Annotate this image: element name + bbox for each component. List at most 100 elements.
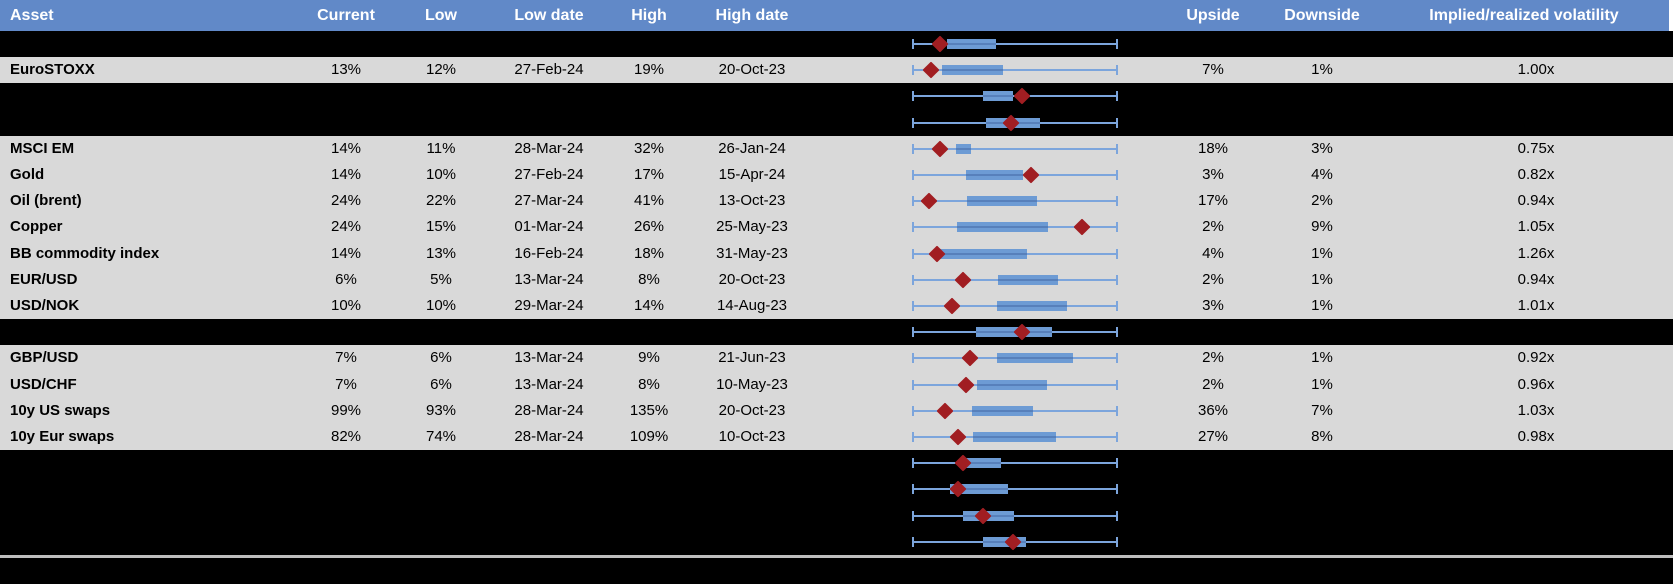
cell-upside[interactable]: 27% xyxy=(1197,428,1229,445)
cell-low[interactable]: 12% xyxy=(425,61,457,79)
cell-low[interactable]: 93% xyxy=(425,401,457,419)
cell-upside[interactable]: 2% xyxy=(1202,270,1224,288)
cell-downside[interactable]: 8% xyxy=(1311,428,1333,445)
cell-asset[interactable]: Oil (brent) xyxy=(10,192,82,210)
cell-high-date[interactable]: 14-Aug-23 xyxy=(716,297,788,314)
cell-high[interactable]: 26% xyxy=(633,218,665,236)
cell-low[interactable]: 10% xyxy=(425,166,457,183)
cell-asset[interactable]: USD/CHF xyxy=(10,375,77,393)
cell-current[interactable]: 13% xyxy=(330,61,362,79)
cell-low[interactable]: 5% xyxy=(430,270,452,288)
cell-low[interactable]: 15% xyxy=(425,218,457,236)
cell-current[interactable]: 82% xyxy=(330,428,362,445)
column-header-high[interactable]: High xyxy=(631,7,667,24)
cell-implied[interactable]: 1.05x xyxy=(1517,218,1555,236)
cell-low-date[interactable]: 29-Mar-24 xyxy=(514,297,584,314)
cell-current[interactable]: 10% xyxy=(330,297,362,314)
cell-implied[interactable]: 1.01x xyxy=(1517,297,1555,314)
cell-current[interactable]: 14% xyxy=(330,139,362,157)
cell-upside[interactable]: 2% xyxy=(1202,349,1224,367)
cell-high[interactable]: 19% xyxy=(633,61,665,79)
cell-high-date[interactable]: 10-Oct-23 xyxy=(718,428,786,445)
cell-asset[interactable]: GBP/USD xyxy=(10,349,79,367)
cell-downside[interactable]: 1% xyxy=(1311,297,1333,314)
cell-downside[interactable]: 9% xyxy=(1311,218,1333,236)
cell-asset[interactable]: 10y Eur swaps xyxy=(10,428,115,445)
cell-low-date[interactable]: 28-Mar-24 xyxy=(514,428,584,445)
cell-low[interactable]: 74% xyxy=(425,428,457,445)
cell-upside[interactable]: 3% xyxy=(1202,297,1224,314)
cell-downside[interactable]: 1% xyxy=(1311,375,1333,393)
cell-downside[interactable]: 1% xyxy=(1311,270,1333,288)
cell-low-date[interactable]: 28-Mar-24 xyxy=(514,139,584,157)
cell-downside[interactable]: 1% xyxy=(1311,244,1333,262)
cell-high[interactable]: 41% xyxy=(633,192,665,210)
column-header-downside[interactable]: Downside xyxy=(1284,7,1360,24)
cell-high-date[interactable]: 15-Apr-24 xyxy=(718,166,786,183)
cell-current[interactable]: 14% xyxy=(330,166,362,183)
cell-implied[interactable]: 0.94x xyxy=(1517,270,1555,288)
cell-asset[interactable]: MSCI EM xyxy=(10,139,75,157)
cell-high[interactable]: 8% xyxy=(638,270,660,288)
column-header-implied-realized-volatility[interactable]: Implied/realized volatility xyxy=(1429,7,1619,24)
cell-current[interactable]: 7% xyxy=(335,375,357,393)
cell-low[interactable]: 6% xyxy=(430,349,452,367)
cell-upside[interactable]: 4% xyxy=(1202,244,1224,262)
cell-high[interactable]: 32% xyxy=(633,139,665,157)
cell-asset[interactable]: EuroSTOXX xyxy=(10,61,95,79)
cell-low-date[interactable]: 27-Feb-24 xyxy=(514,166,584,183)
cell-upside[interactable]: 2% xyxy=(1202,218,1224,236)
cell-downside[interactable]: 2% xyxy=(1311,192,1333,210)
cell-low-date[interactable]: 28-Mar-24 xyxy=(514,401,584,419)
cell-high-date[interactable]: 26-Jan-24 xyxy=(718,139,786,157)
cell-current[interactable]: 24% xyxy=(330,192,362,210)
cell-high[interactable]: 18% xyxy=(633,244,665,262)
cell-upside[interactable]: 36% xyxy=(1197,401,1229,419)
cell-low-date[interactable]: 01-Mar-24 xyxy=(514,218,584,236)
cell-implied[interactable]: 0.96x xyxy=(1517,375,1555,393)
cell-low-date[interactable]: 27-Feb-24 xyxy=(514,61,584,79)
cell-high-date[interactable]: 20-Oct-23 xyxy=(718,401,786,419)
cell-upside[interactable]: 17% xyxy=(1197,192,1229,210)
column-header-upside[interactable]: Upside xyxy=(1186,7,1240,24)
column-header-current[interactable]: Current xyxy=(317,7,375,24)
cell-high[interactable]: 17% xyxy=(633,166,665,183)
cell-low[interactable]: 6% xyxy=(430,375,452,393)
cell-implied[interactable]: 0.75x xyxy=(1517,139,1555,157)
cell-downside[interactable]: 7% xyxy=(1311,401,1333,419)
cell-low-date[interactable]: 13-Mar-24 xyxy=(514,375,584,393)
cell-asset[interactable]: Gold xyxy=(10,166,45,183)
cell-current[interactable]: 24% xyxy=(330,218,362,236)
cell-asset[interactable]: USD/NOK xyxy=(10,297,80,314)
cell-high[interactable]: 9% xyxy=(638,349,660,367)
cell-low-date[interactable]: 27-Mar-24 xyxy=(514,192,584,210)
cell-upside[interactable]: 3% xyxy=(1202,166,1224,183)
cell-high[interactable]: 14% xyxy=(633,297,665,314)
cell-high-date[interactable]: 21-Jun-23 xyxy=(718,349,786,367)
cell-downside[interactable]: 1% xyxy=(1311,349,1333,367)
cell-implied[interactable]: 1.00x xyxy=(1517,61,1555,79)
cell-downside[interactable]: 1% xyxy=(1311,61,1333,79)
cell-high-date[interactable]: 25-May-23 xyxy=(716,218,788,236)
cell-implied[interactable]: 0.92x xyxy=(1517,349,1555,367)
cell-current[interactable]: 7% xyxy=(335,349,357,367)
cell-implied[interactable]: 1.26x xyxy=(1517,244,1555,262)
cell-implied[interactable]: 1.03x xyxy=(1517,401,1555,419)
cell-downside[interactable]: 3% xyxy=(1311,139,1333,157)
cell-upside[interactable]: 2% xyxy=(1202,375,1224,393)
cell-implied[interactable]: 0.94x xyxy=(1517,192,1555,210)
column-header-high-date[interactable]: High date xyxy=(715,7,789,24)
column-header-low[interactable]: Low xyxy=(425,7,457,24)
cell-high-date[interactable]: 20-Oct-23 xyxy=(718,61,786,79)
cell-low-date[interactable]: 13-Mar-24 xyxy=(514,270,584,288)
cell-high-date[interactable]: 13-Oct-23 xyxy=(718,192,786,210)
cell-low[interactable]: 13% xyxy=(425,244,457,262)
cell-implied[interactable]: 0.98x xyxy=(1517,428,1555,445)
column-header-asset[interactable]: Asset xyxy=(10,7,54,24)
cell-current[interactable]: 99% xyxy=(330,401,362,419)
cell-asset[interactable]: BB commodity index xyxy=(10,244,160,262)
cell-downside[interactable]: 4% xyxy=(1311,166,1333,183)
column-header-low-date[interactable]: Low date xyxy=(514,7,584,24)
cell-low[interactable]: 22% xyxy=(425,192,457,210)
cell-high-date[interactable]: 31-May-23 xyxy=(716,244,788,262)
